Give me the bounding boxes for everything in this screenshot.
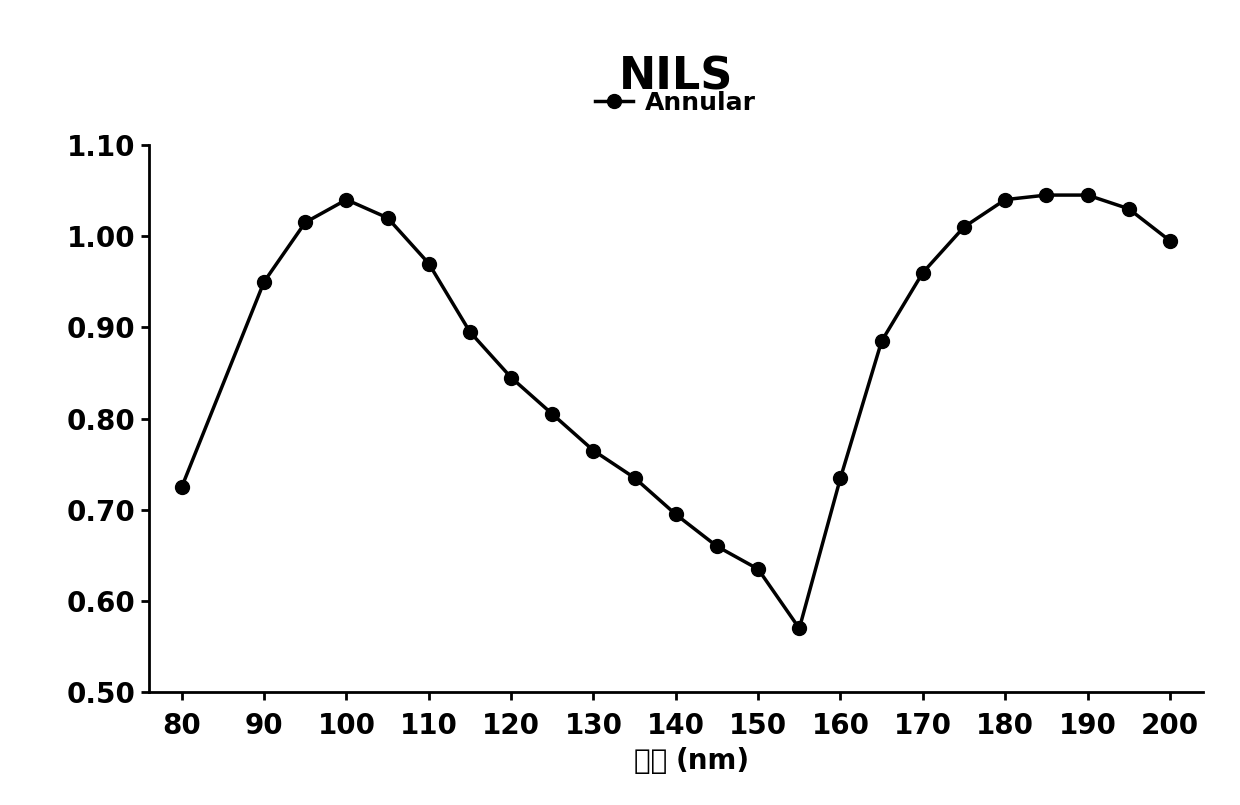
Annular bbox=[503, 373, 518, 382]
Annular bbox=[422, 258, 436, 268]
Annular bbox=[257, 277, 272, 287]
Annular bbox=[1039, 190, 1054, 200]
Title: NILS: NILS bbox=[619, 56, 733, 98]
Text: (nm): (nm) bbox=[676, 747, 750, 775]
Annular bbox=[915, 268, 930, 278]
Annular bbox=[627, 473, 642, 483]
Annular bbox=[833, 473, 848, 483]
Legend: Annular: Annular bbox=[585, 80, 766, 125]
Annular bbox=[668, 510, 683, 519]
Annular bbox=[709, 542, 724, 551]
Text: 周期: 周期 bbox=[634, 747, 676, 775]
Annular bbox=[874, 336, 889, 346]
Annular bbox=[544, 409, 559, 419]
Annular bbox=[298, 217, 312, 227]
Annular bbox=[339, 195, 353, 204]
Line: Annular: Annular bbox=[175, 188, 1177, 635]
Annular bbox=[998, 195, 1013, 204]
Annular bbox=[175, 482, 190, 492]
Annular bbox=[463, 327, 477, 336]
Annular bbox=[792, 624, 807, 634]
Annular bbox=[587, 446, 601, 456]
Annular bbox=[750, 564, 765, 574]
Annular bbox=[956, 222, 971, 232]
Annular bbox=[1080, 190, 1095, 200]
Annular bbox=[1162, 236, 1177, 246]
Annular bbox=[1121, 204, 1136, 213]
Annular bbox=[381, 213, 396, 223]
